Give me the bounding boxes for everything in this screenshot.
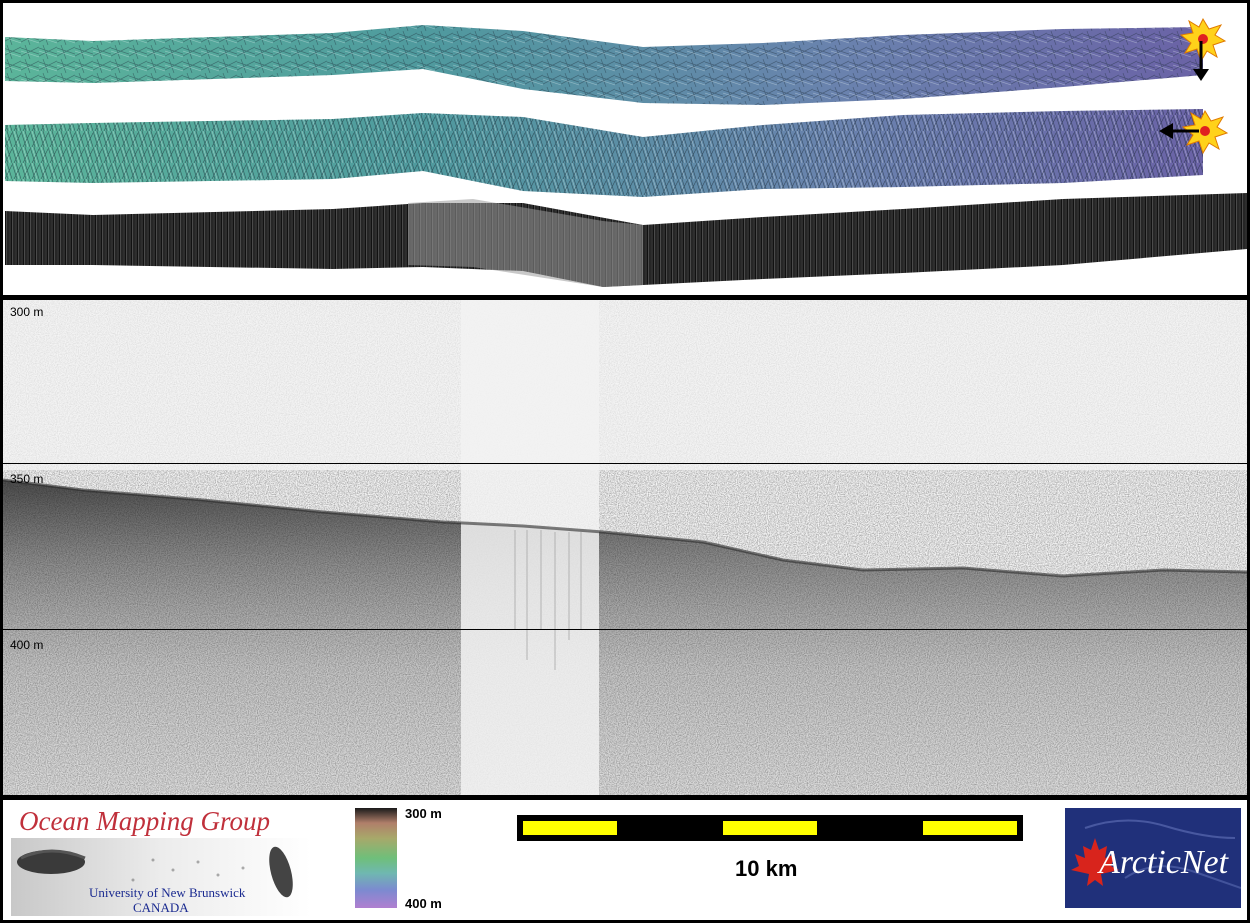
depth-gridline-350 (3, 463, 1247, 464)
ship-position-marker-1 (1179, 17, 1227, 81)
omg-logo-graphic (11, 838, 311, 916)
subbottom-profile-panel: 300 m 350 m 400 m (3, 300, 1247, 795)
swath-map (5, 17, 1247, 287)
subbottom-profile-image (3, 300, 1247, 795)
swath-panel (3, 3, 1247, 295)
swath-strip-1 (5, 25, 1203, 105)
arcticnet-logo: ArcticNet (1065, 808, 1241, 908)
scale-bar-segment-2 (723, 821, 817, 835)
scale-bar-segment-3 (923, 821, 1017, 835)
depth-label-350: 350 m (10, 472, 44, 486)
colorbar-bottom-label: 400 m (405, 896, 442, 911)
legend-panel: Ocean Mapping Group University of New Br… (3, 800, 1247, 920)
swath-strip-3 (5, 193, 1247, 287)
colorbar-top-label: 300 m (405, 806, 442, 821)
depth-label-300: 300 m (10, 305, 44, 319)
omg-country: CANADA (133, 900, 189, 915)
scale-bar-segment-1 (523, 821, 617, 835)
arcticnet-map-graphic (1071, 819, 1241, 889)
scale-bar (517, 815, 1023, 841)
maple-leaf-icon (1071, 838, 1119, 886)
depth-label-400: 400 m (10, 638, 44, 652)
ship-position-marker-2 (1159, 109, 1229, 155)
omg-title: Ocean Mapping Group (19, 806, 270, 836)
scale-bar-label: 10 km (735, 856, 798, 881)
swath-strip-2 (5, 109, 1203, 197)
arcticnet-text: ArcticNet (1099, 844, 1229, 881)
omg-university: University of New Brunswick (89, 885, 246, 900)
depth-colorbar (355, 808, 397, 908)
depth-gridline-400 (3, 629, 1247, 630)
ocean-mapping-group-logo: Ocean Mapping Group University of New Br… (3, 800, 323, 920)
